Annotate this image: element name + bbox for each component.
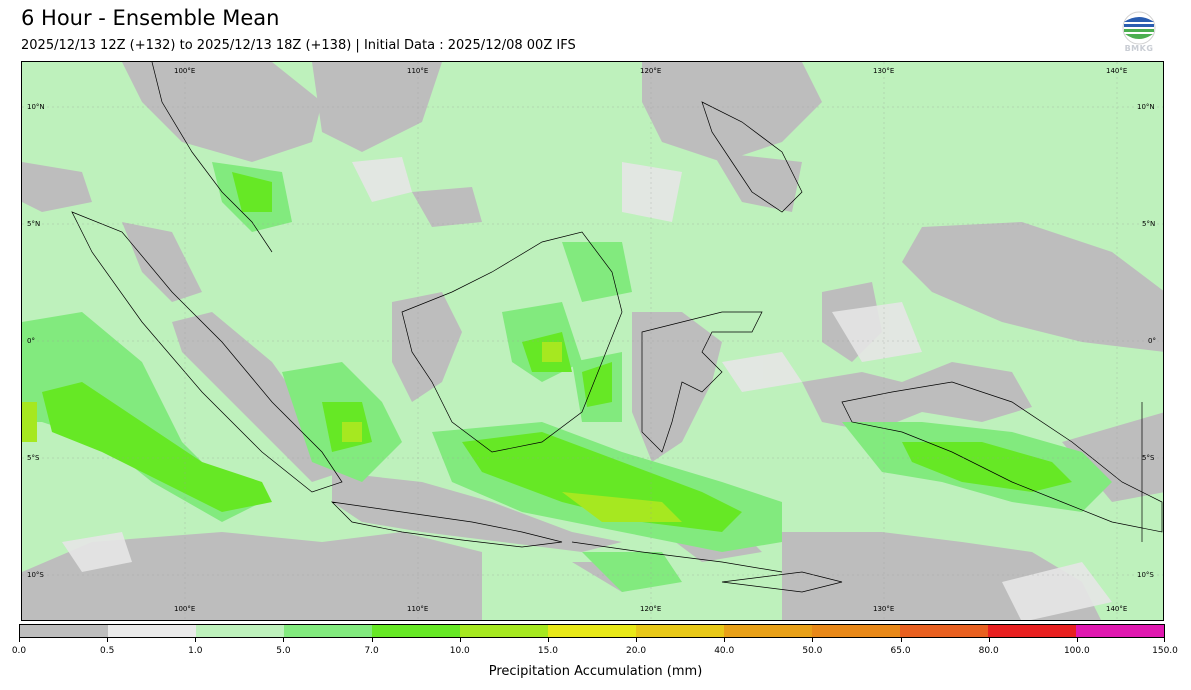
lat-label-left-0: 0° [27, 337, 35, 345]
lon-label-top-130: 130°E [873, 67, 895, 75]
colorbar-tick-label: 40.0 [714, 646, 735, 656]
lon-label-bottom-140: 140°E [1106, 605, 1128, 613]
colorbar-tick-label: 80.0 [978, 646, 999, 656]
colorbar-segment [724, 625, 812, 637]
precipitation-colorbar [19, 624, 1165, 638]
lon-label-top-100: 100°E [174, 67, 196, 75]
colorbar-tick-mark [1164, 638, 1165, 642]
colorbar-tick-label: 20.0 [626, 646, 647, 656]
lat-label-left-5s: 5°S [27, 454, 40, 462]
very-heavy-rain-areas [22, 342, 682, 522]
colorbar-tick-mark [812, 638, 814, 642]
colorbar-segment [20, 625, 108, 637]
colorbar-segment [812, 625, 900, 637]
colorbar-segment [636, 625, 724, 637]
lat-label-right-10n: 10°N [1137, 103, 1155, 111]
light-rain-areas [62, 157, 1112, 620]
lon-label-top-110: 110°E [407, 67, 429, 75]
precipitation-map: 100°E 110°E 120°E 130°E 140°E 100°E 110°… [21, 61, 1164, 621]
colorbar-tick-mark [459, 638, 461, 642]
logo-text: BMKG [1124, 44, 1154, 53]
colorbar-segment [284, 625, 372, 637]
colorbar-tick-label: 10.0 [449, 646, 470, 656]
colorbar-segment [372, 625, 460, 637]
lat-label-left-5n: 5°N [27, 220, 41, 228]
colorbar-segment [548, 625, 636, 637]
lat-label-right-5n: 5°N [1142, 220, 1156, 228]
lat-label-right-0: 0° [1148, 337, 1156, 345]
colorbar-tick-mark [195, 638, 197, 642]
chart-subtitle: 2025/12/13 12Z (+132) to 2025/12/13 18Z … [21, 38, 576, 53]
colorbar-tick-label: 7.0 [364, 646, 379, 656]
colorbar-tick-label: 15.0 [537, 646, 558, 656]
colorbar-tick-mark [371, 638, 373, 642]
colorbar-tick-label: 150.0 [1152, 646, 1178, 656]
colorbar-tick-mark [636, 638, 638, 642]
lon-label-top-140: 140°E [1106, 67, 1128, 75]
colorbar-tick-mark [988, 638, 990, 642]
colorbar-segment [196, 625, 284, 637]
lon-label-bottom-120: 120°E [640, 605, 662, 613]
lon-label-bottom-110: 110°E [407, 605, 429, 613]
colorbar-tick-mark [19, 638, 20, 642]
colorbar-tick-mark [1076, 638, 1078, 642]
colorbar-tick-label: 50.0 [802, 646, 823, 656]
lat-label-left-10n: 10°N [27, 103, 45, 111]
lon-label-top-120: 120°E [640, 67, 662, 75]
colorbar-tick-label: 1.0 [188, 646, 203, 656]
colorbar-tick-label: 65.0 [890, 646, 911, 656]
colorbar-tick-mark [900, 638, 902, 642]
lon-label-bottom-100: 100°E [174, 605, 196, 613]
lat-label-right-10s: 10°S [1137, 571, 1154, 579]
colorbar-tick-label: 0.0 [11, 646, 27, 656]
bmkg-logo: BMKG [1120, 11, 1158, 57]
lat-label-left-10s: 10°S [27, 571, 44, 579]
colorbar-segment [1076, 625, 1164, 637]
colorbar-title: Precipitation Accumulation (mm) [488, 664, 703, 679]
chart-title: 6 Hour - Ensemble Mean [21, 6, 280, 30]
colorbar-tick-mark [283, 638, 285, 642]
colorbar-tick-mark [547, 638, 549, 642]
bmkg-logo-icon [1122, 11, 1156, 45]
colorbar-segment [460, 625, 548, 637]
coastlines [71, 62, 1163, 593]
colorbar-segment [900, 625, 988, 637]
colorbar-tick-label: 100.0 [1063, 646, 1090, 656]
colorbar-segment [988, 625, 1076, 637]
lon-label-bottom-130: 130°E [873, 605, 895, 613]
colorbar-tick-label: 0.5 [99, 646, 115, 656]
colorbar-tick-mark [107, 638, 109, 642]
map-canvas [22, 62, 1163, 620]
graticule [22, 62, 1163, 620]
colorbar-segment [108, 625, 196, 637]
colorbar-tick-label: 5.0 [276, 646, 291, 656]
colorbar-tick-mark [724, 638, 726, 642]
lat-label-right-5s: 5°S [1142, 454, 1155, 462]
